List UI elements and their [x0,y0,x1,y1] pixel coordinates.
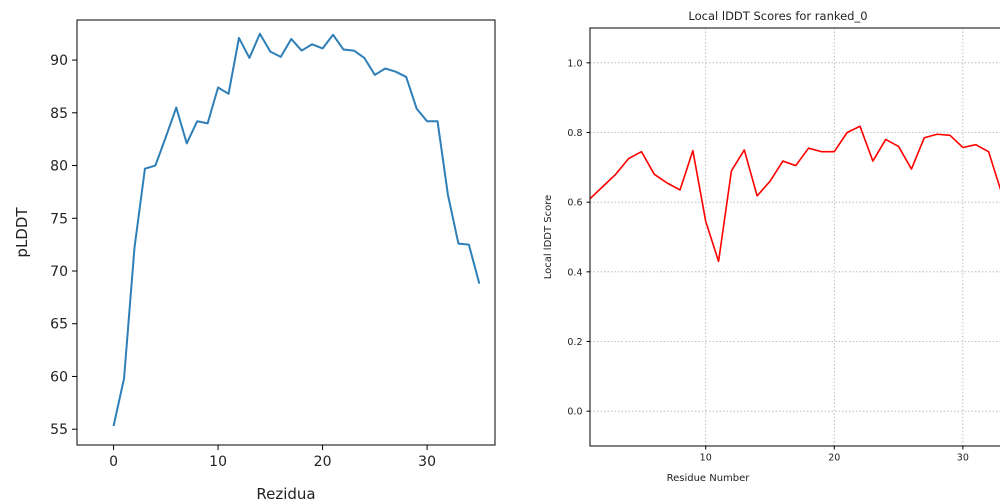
y-tick-label-3: 0.6 [567,198,582,209]
x-tick-label-1: 10 [209,454,227,470]
y-axis-label: pLDDT [13,207,31,258]
y-tick-label-7: 90 [50,53,68,69]
y-tick-label-2: 0.4 [567,267,582,278]
axes-frame [589,27,1000,447]
y-tick-label-5: 1.0 [567,58,582,69]
y-tick-label-0: 55 [50,422,68,438]
x-axis-label: Rezidua [256,485,315,502]
y-tick-label-3: 70 [50,264,68,280]
x-tick-label-3: 30 [418,454,436,470]
y-tick-label-1: 60 [50,369,68,385]
y-tick-label-1: 0.2 [567,337,582,348]
series-line-0 [590,125,1000,263]
chart-title: Local lDDT Scores for ranked_0 [688,9,867,23]
x-tick-label-2: 30 [957,453,969,464]
series-line-0 [112,32,481,427]
x-tick-label-2: 20 [314,454,332,470]
y-tick-label-4: 75 [50,211,68,227]
y-tick-label-0: 0.0 [567,407,582,418]
y-tick-label-2: 65 [50,317,68,333]
y-tick-label-5: 80 [50,159,68,175]
y-tick-label-4: 0.8 [567,128,582,139]
x-tick-label-0: 0 [109,454,118,470]
y-axis-label: Local lDDT Score [543,195,554,280]
x-axis-label: Residue Number [667,473,751,484]
x-tick-label-1: 20 [828,453,840,464]
axes-frame [76,19,496,446]
y-tick-label-6: 85 [50,106,68,122]
x-tick-label-0: 10 [700,453,712,464]
local-lddt-chart: 10 20 30 0.0 0.2 0.4 0.6 0.8 1.0 Residue Number Lo… [543,9,1000,484]
plddt-chart: 0 10 20 30 55 60 65 70 75 80 85 90 Rezidua pLDDT [13,19,496,502]
